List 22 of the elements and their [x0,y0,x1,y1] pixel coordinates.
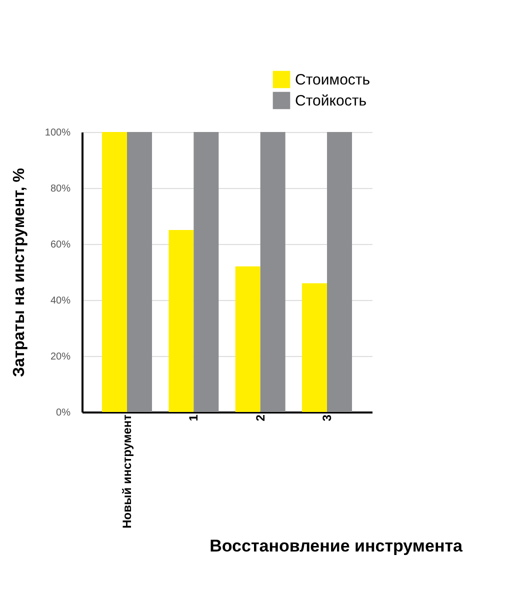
bar [127,132,152,412]
legend-label: Стоимость [295,72,370,88]
y-tick-label: 40% [50,296,71,306]
y-tick-label: 80% [50,184,71,194]
y-tick-label: 20% [50,352,71,362]
x-axis-title: Восстановление инструмента [210,536,464,556]
bar [260,132,286,412]
legend-label: Стойкость [295,92,367,110]
x-tick-label: Новый инструмент [120,414,134,528]
x-tick-label: 3 [320,414,334,422]
bar [327,132,352,412]
y-tick-label: 100% [44,128,71,138]
bar [302,283,327,412]
y-tick-label: 0% [56,408,71,418]
x-tick-label: 1 [186,414,201,422]
y-tick-label: 60% [50,240,71,250]
bar [102,132,127,412]
bar [194,132,219,412]
y-axis-title: Затраты на инструмент, % [10,168,28,378]
bar [168,230,194,412]
x-tick-label: 2 [253,414,268,422]
bar [235,266,260,412]
